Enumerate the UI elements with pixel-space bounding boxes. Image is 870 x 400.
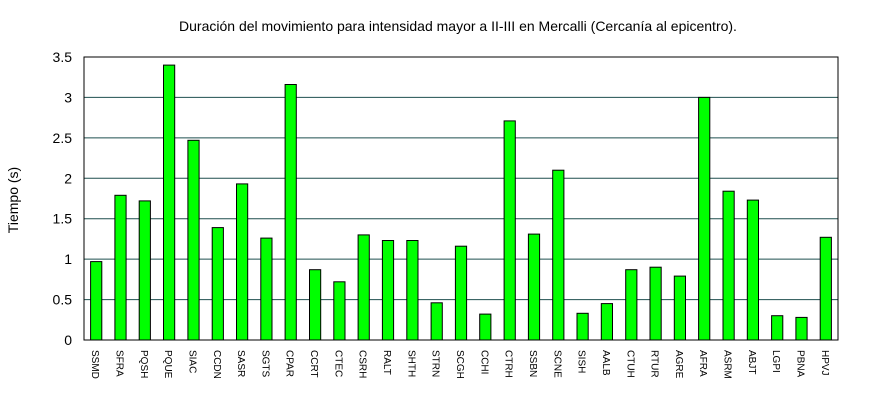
x-tick-label: CCDN	[211, 350, 222, 379]
x-tick-label: CPAR	[284, 350, 295, 377]
x-tick-label: RTUR	[649, 350, 660, 378]
y-tick-label: 2	[64, 170, 72, 186]
bar-pque	[163, 64, 176, 341]
bar-strn	[430, 302, 443, 341]
x-tick-label: AFRA	[697, 350, 708, 377]
bar-ccrt	[309, 269, 322, 341]
bar-ccdn	[211, 227, 224, 341]
x-tick-label: SCNE	[551, 350, 562, 378]
x-tick-label: SASR	[235, 350, 246, 377]
y-tick-label: 1.5	[53, 211, 73, 227]
bar-afra	[698, 96, 711, 341]
bar-shth	[406, 240, 419, 341]
bar-aalb	[600, 303, 613, 341]
bar-sfra	[114, 194, 127, 341]
x-tick-label: CTRH	[503, 350, 514, 378]
y-tick-label: 0	[64, 332, 72, 348]
bar-scgh	[454, 245, 468, 341]
x-tick-label: SSMD	[89, 350, 100, 379]
bar-ssmd	[90, 261, 103, 341]
bar-lgpi	[771, 315, 784, 341]
x-tick-label: LGPI	[770, 350, 781, 373]
x-tick-label: CCRT	[308, 350, 319, 378]
bar-ralt	[381, 240, 395, 341]
y-tick-label: 3	[64, 89, 72, 105]
bar-rtur	[649, 266, 662, 341]
bar-sasr	[236, 183, 249, 341]
bar-csrh	[357, 234, 370, 341]
x-tick-label: PQSH	[138, 350, 149, 378]
x-tick-label: AALB	[600, 350, 611, 376]
bar-cchi	[479, 313, 492, 341]
bar-sgts	[260, 237, 273, 341]
gridlines	[84, 96, 838, 301]
bar-agre	[673, 275, 686, 341]
bar-scne	[552, 169, 565, 341]
y-tick-label: 1	[64, 251, 72, 267]
bar-ctrh	[503, 120, 516, 341]
x-tick-label: SFRA	[113, 350, 124, 377]
x-tick-label: SIAC	[186, 350, 197, 373]
y-axis-label: Tiempo (s)	[5, 167, 21, 233]
x-tick-label: AGRE	[673, 350, 684, 379]
x-tick-labels: SSMD SFRA PQSH PQUE SIAC CCDN SASR SGTS CPAR CCRT…	[89, 350, 830, 379]
bar-sish	[576, 312, 589, 341]
y-tick-label: 3.5	[53, 49, 73, 65]
y-tick-label: 0.5	[53, 292, 73, 308]
x-tick-label: SSBN	[527, 350, 538, 377]
x-tick-label: CTEC	[332, 350, 343, 377]
x-tick-label: SHTH	[405, 350, 416, 377]
bar-pqsh	[138, 200, 151, 341]
x-tick-label: CSRH	[357, 350, 368, 378]
bars	[90, 64, 832, 341]
x-tick-label: CCHI	[478, 350, 489, 374]
plot-frame	[83, 56, 839, 341]
x-tick-label: SGTS	[259, 350, 270, 378]
x-tick-label: ABJT	[746, 350, 757, 374]
x-tick-label: PBNA	[795, 350, 806, 378]
y-tick-label: 2.5	[53, 130, 73, 146]
chart-title: Duración del movimiento para intensidad …	[179, 18, 737, 34]
x-tick-label: STRN	[430, 350, 441, 377]
x-tick-label: CTUH	[624, 350, 635, 378]
bar-hpvj	[819, 236, 832, 341]
x-tick-label: PQUE	[162, 350, 173, 379]
bar-siac	[187, 139, 200, 341]
x-tick-label: SISH	[576, 350, 587, 373]
bar-ssbn	[527, 233, 541, 341]
bar-abjt	[746, 199, 759, 341]
x-tick-label: HPVJ	[819, 350, 830, 376]
y-tick-labels: 0 0.5 1 1.5 2 2.5 3 3.5	[53, 49, 73, 348]
x-tick-label: ASRM	[722, 350, 733, 379]
x-tick-label: SCGH	[454, 350, 465, 379]
bar-cpar	[284, 84, 297, 341]
bar-asrm	[722, 190, 735, 341]
bar-ctuh	[625, 269, 638, 341]
bar-ctec	[333, 281, 346, 341]
bar-pbna	[795, 316, 808, 341]
x-tick-label: RALT	[381, 350, 392, 375]
